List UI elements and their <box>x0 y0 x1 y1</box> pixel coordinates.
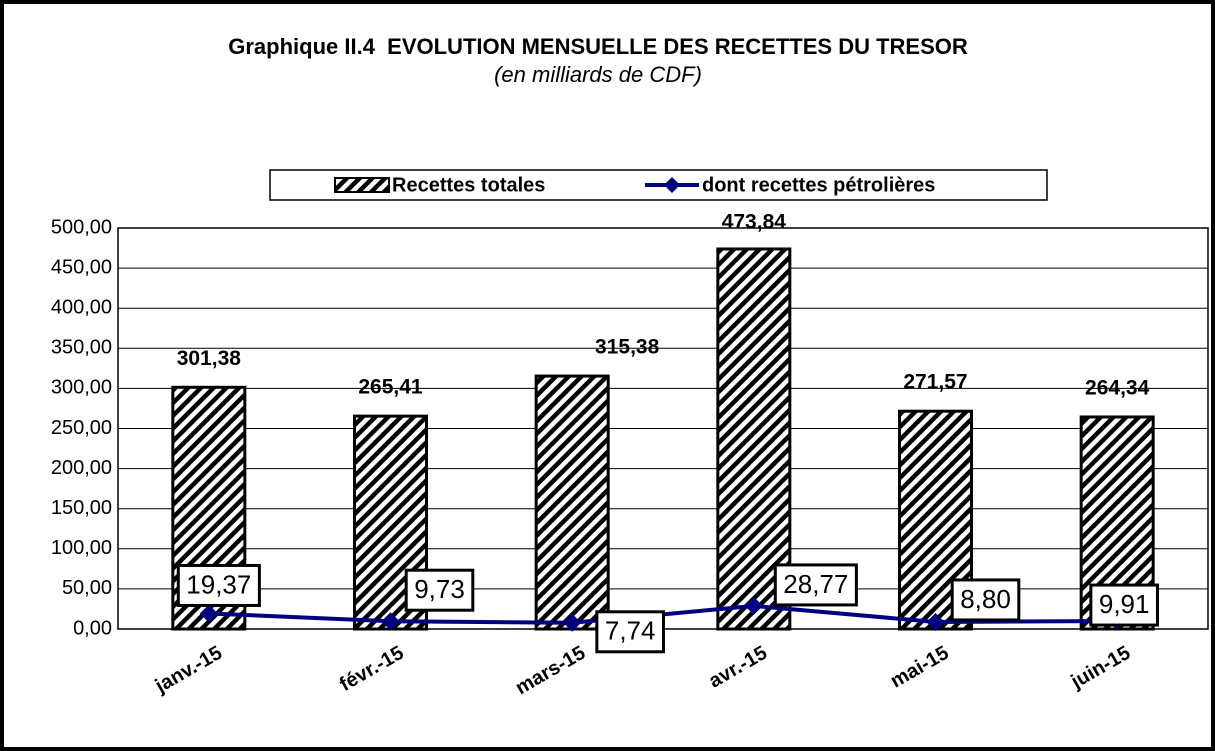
line-marker <box>199 604 218 623</box>
line-label-box <box>773 563 858 607</box>
y-tick-label: 500,00 <box>51 216 112 238</box>
bar-value-label: 301,38 <box>177 347 242 370</box>
line-marker <box>744 596 763 615</box>
bar <box>534 374 610 631</box>
y-tick-label: 150,00 <box>51 497 112 519</box>
y-tick-label: 450,00 <box>51 256 112 278</box>
line-value-label: 19,37 <box>186 569 251 599</box>
line-value-label: 28,77 <box>783 569 848 599</box>
y-tick-label: 300,00 <box>51 377 112 399</box>
line-value-label: 9,91 <box>1099 589 1150 619</box>
line-value-label: 9,73 <box>414 574 465 604</box>
line-label-box <box>595 610 665 654</box>
y-tick-label: 400,00 <box>51 296 112 318</box>
y-tick-label: 350,00 <box>51 337 112 359</box>
y-tick-label: 200,00 <box>51 457 112 479</box>
bar-value-label: 315,38 <box>595 336 660 359</box>
line-marker <box>563 613 582 632</box>
line-marker <box>381 612 400 631</box>
y-tick-label: 50,00 <box>62 577 112 599</box>
y-tick-label: 100,00 <box>51 537 112 559</box>
line-value-label: 7,74 <box>605 616 656 646</box>
legend-marker <box>664 177 680 193</box>
legend-label: Recettes totales <box>392 174 545 196</box>
y-tick-label: 0,00 <box>73 617 112 639</box>
line-label-box <box>176 563 261 607</box>
chart-title: Graphique II.4 EVOLUTION MENSUELLE DES R… <box>228 34 968 59</box>
line-label-box <box>950 578 1021 622</box>
chart-subtitle: (en milliards de CDF) <box>494 62 702 87</box>
line-label-box <box>404 568 475 612</box>
bar-value-label: 265,41 <box>358 376 423 399</box>
bar-value-label: 271,57 <box>903 371 967 394</box>
line-label-box <box>1089 583 1159 627</box>
line-value-label: 8,80 <box>960 584 1011 614</box>
legend-swatch <box>334 177 390 193</box>
y-tick-label: 250,00 <box>51 417 112 439</box>
bar-value-label: 473,84 <box>722 211 787 234</box>
legend-label: dont recettes pétrolières <box>702 174 935 196</box>
line-marker <box>926 612 945 631</box>
bar-value-label: 264,34 <box>1085 377 1150 400</box>
